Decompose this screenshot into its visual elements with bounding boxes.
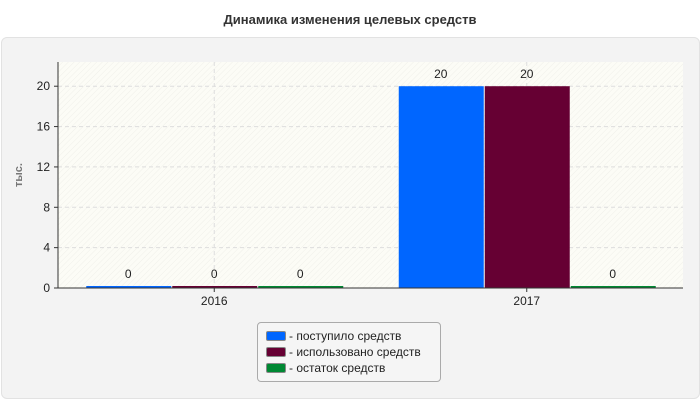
x-tick-label: 2017 (513, 294, 540, 308)
data-label: 0 (125, 267, 132, 281)
data-label: 20 (520, 67, 534, 81)
legend-label: - использовано средств (289, 345, 421, 359)
legend-item: - использовано средств (266, 344, 440, 360)
legend-swatch (266, 331, 286, 341)
bar (86, 286, 172, 288)
data-label: 20 (434, 67, 448, 81)
legend-swatch (266, 347, 286, 357)
y-tick-label: 12 (37, 160, 51, 174)
bar (258, 286, 344, 288)
bar (570, 286, 656, 288)
legend-item: - остаток средств (266, 360, 440, 376)
data-label: 0 (609, 267, 616, 281)
x-tick-label: 2016 (201, 294, 228, 308)
y-tick-label: 8 (43, 200, 50, 214)
y-tick-label: 16 (37, 120, 51, 134)
legend-item: - поступило средств (266, 328, 440, 344)
y-axis-label: тыс. (13, 163, 25, 187)
legend-label: - остаток средств (289, 361, 386, 375)
y-tick-label: 4 (43, 241, 50, 255)
y-tick-label: 20 (37, 79, 51, 93)
bar (172, 286, 258, 288)
data-label: 0 (297, 267, 304, 281)
bar (398, 86, 484, 288)
data-label: 0 (211, 267, 218, 281)
chart-title: Динамика изменения целевых средств (223, 12, 477, 27)
legend: - поступило средств - использовано средст… (257, 322, 441, 382)
bar (484, 86, 570, 288)
y-tick-label: 0 (43, 281, 50, 295)
legend-swatch (266, 363, 286, 373)
plot-background (58, 62, 683, 288)
legend-label: - поступило средств (289, 329, 402, 343)
